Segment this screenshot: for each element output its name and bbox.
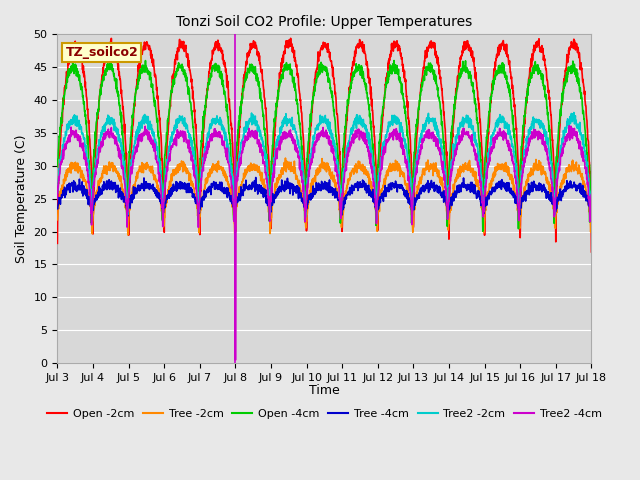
Y-axis label: Soil Temperature (C): Soil Temperature (C) [15,134,28,263]
X-axis label: Time: Time [309,384,340,397]
Title: Tonzi Soil CO2 Profile: Upper Temperatures: Tonzi Soil CO2 Profile: Upper Temperatur… [176,15,472,29]
Legend: Open -2cm, Tree -2cm, Open -4cm, Tree -4cm, Tree2 -2cm, Tree2 -4cm: Open -2cm, Tree -2cm, Open -4cm, Tree -4… [43,404,606,423]
Text: TZ_soilco2: TZ_soilco2 [65,46,138,59]
